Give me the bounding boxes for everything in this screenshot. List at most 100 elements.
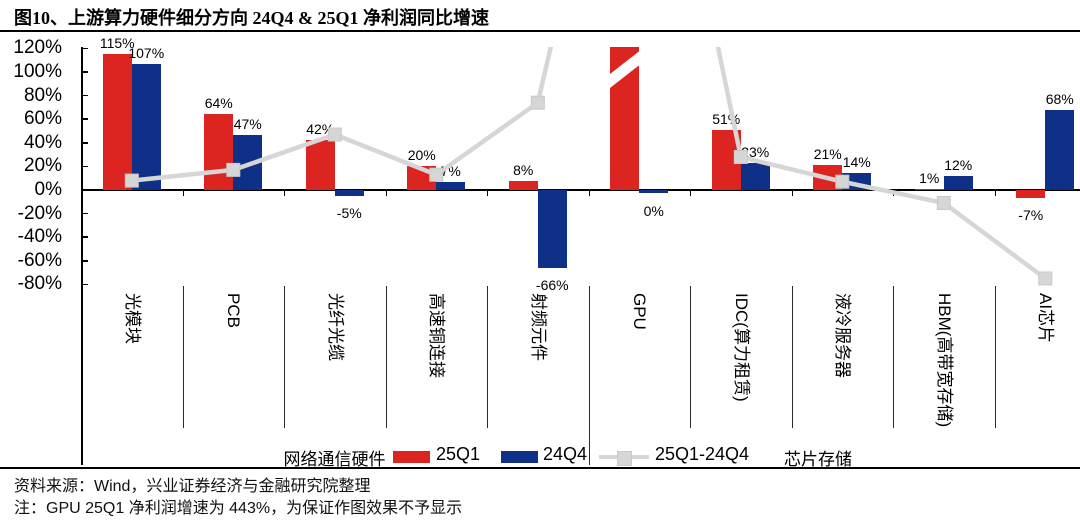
category-divider — [791, 286, 793, 428]
category-boundary-tick — [182, 190, 184, 196]
y-axis-label: -60% — [17, 249, 62, 271]
y-axis-label: 0% — [34, 179, 62, 200]
legend-line-marker-icon — [617, 450, 632, 466]
category-divider — [690, 286, 691, 428]
bar-24q4-cat9 — [1045, 109, 1075, 190]
category-divider — [994, 286, 996, 428]
bar-value-label: 1% — [919, 169, 940, 186]
bar-value-label: 68% — [1045, 90, 1074, 107]
bar-value-label: 21% — [813, 146, 842, 163]
bar-24q4-cat4 — [537, 190, 567, 268]
bar-value-label: 20% — [407, 147, 436, 164]
category-divider — [893, 286, 894, 428]
bar-value-label: 0% — [643, 203, 664, 219]
y-axis-tick — [81, 142, 88, 144]
bar-25q1-cat5 — [610, 47, 640, 190]
legend-line-swatch — [599, 450, 649, 466]
y-axis-label: -80% — [17, 273, 62, 295]
bar-25q1-cat8 — [914, 188, 944, 190]
category-label-5: GPU — [630, 293, 650, 330]
category-label-4: 射频元件 — [528, 293, 548, 361]
diff-polyline — [131, 47, 1047, 281]
legend-swatch-25q1 — [393, 451, 430, 463]
bar-24q4-cat7 — [842, 173, 872, 190]
bar-25q1-cat2 — [305, 140, 335, 190]
legend-label-24q4: 24Q4 — [543, 444, 588, 464]
diff-marker-8 — [936, 196, 951, 210]
category-label-2: 光纤光缆 — [325, 293, 345, 361]
y-axis-label: -20% — [17, 202, 62, 224]
y-axis-label: 80% — [23, 84, 62, 106]
bar-value-label: 12% — [944, 156, 973, 173]
y-axis-line — [81, 47, 83, 465]
y-axis-label: -40% — [17, 226, 62, 248]
bar-25q1-cat7 — [813, 165, 843, 190]
title-divider — [0, 30, 1080, 32]
bar-25q1-cat6 — [711, 129, 741, 190]
category-boundary-tick — [487, 190, 488, 196]
category-divider — [182, 286, 184, 428]
legend-swatch-24q4 — [501, 451, 538, 463]
bar-value-label: 115% — [99, 35, 135, 52]
bar-value-label: 64% — [204, 95, 233, 112]
y-axis-label: 20% — [23, 155, 62, 177]
bar-25q1-cat9 — [1016, 190, 1046, 199]
category-label-6: IDC(算力租赁) — [731, 293, 751, 402]
category-divider — [487, 286, 488, 428]
y-axis-label: 40% — [23, 131, 62, 153]
y-axis-tick — [81, 212, 88, 215]
bar-value-label: 7% — [440, 162, 461, 179]
bar-24q4-cat6 — [740, 162, 770, 190]
y-axis-label: 60% — [23, 108, 62, 130]
diff-marker-4 — [530, 95, 545, 110]
bar-24q4-cat1 — [233, 134, 263, 190]
footer-divider — [0, 467, 1080, 469]
bar-value-label: 107% — [128, 44, 165, 61]
bar-24q4-cat2 — [334, 190, 364, 196]
category-boundary-tick — [791, 190, 793, 196]
figure-title: 图10、上游算力硬件细分方向 24Q4 & 25Q1 净利润同比增速 — [14, 8, 489, 28]
bar-24q4-cat8 — [943, 175, 973, 190]
axis-break-mark — [610, 47, 640, 91]
gpu-clip-note: 注：GPU 25Q1 净利润增速为 443%，为保证作图效果不予显示 — [14, 500, 463, 517]
category-boundary-tick — [994, 190, 996, 196]
bar-value-label: 47% — [233, 115, 262, 132]
bar-value-label: -7% — [1018, 207, 1044, 224]
y-axis-tick — [81, 165, 88, 168]
bar-24q4-cat0 — [131, 63, 161, 190]
y-axis-label: 120% — [13, 37, 62, 59]
bar-25q1-cat4 — [508, 180, 538, 190]
category-boundary-tick — [588, 190, 590, 196]
category-label-1: PCB — [224, 293, 244, 328]
category-divider — [284, 286, 285, 428]
bar-value-label: 51% — [712, 110, 741, 127]
y-axis-tick — [81, 236, 88, 238]
bar-24q4-cat3 — [436, 181, 466, 190]
bar-value-label: 23% — [741, 143, 770, 160]
legend-label-25q1: 25Q1 — [436, 444, 481, 464]
bar-value-label: -66% — [535, 276, 569, 293]
bar-25q1-cat1 — [204, 114, 234, 190]
group-label-chip-storage: 芯片存储 — [784, 450, 852, 469]
category-label-7: 液冷服务器 — [833, 293, 853, 378]
category-divider — [588, 286, 590, 465]
bar-24q4-cat5 — [639, 190, 669, 193]
bar-25q1-cat3 — [407, 166, 437, 190]
legend-label-diff: 25Q1-24Q4 — [655, 444, 750, 464]
category-label-0: 光模块 — [122, 293, 142, 344]
source-note: 资料来源：Wind，兴业证券经济与金融研究院整理 — [14, 478, 371, 495]
y-axis-tick — [81, 71, 88, 73]
category-boundary-tick — [690, 190, 691, 196]
category-boundary-tick — [385, 190, 387, 196]
category-label-9: AI芯片 — [1036, 293, 1056, 344]
category-label-3: 高速铜连接 — [427, 293, 447, 378]
bar-value-label: -5% — [336, 204, 362, 221]
bar-value-label: 42% — [306, 121, 335, 138]
category-boundary-tick — [893, 190, 894, 196]
y-axis-tick — [81, 94, 88, 97]
y-axis-label: 100% — [13, 61, 62, 82]
y-axis-tick — [81, 260, 88, 262]
bar-25q1-cat0 — [102, 54, 132, 190]
diff-marker-9 — [1038, 271, 1053, 286]
